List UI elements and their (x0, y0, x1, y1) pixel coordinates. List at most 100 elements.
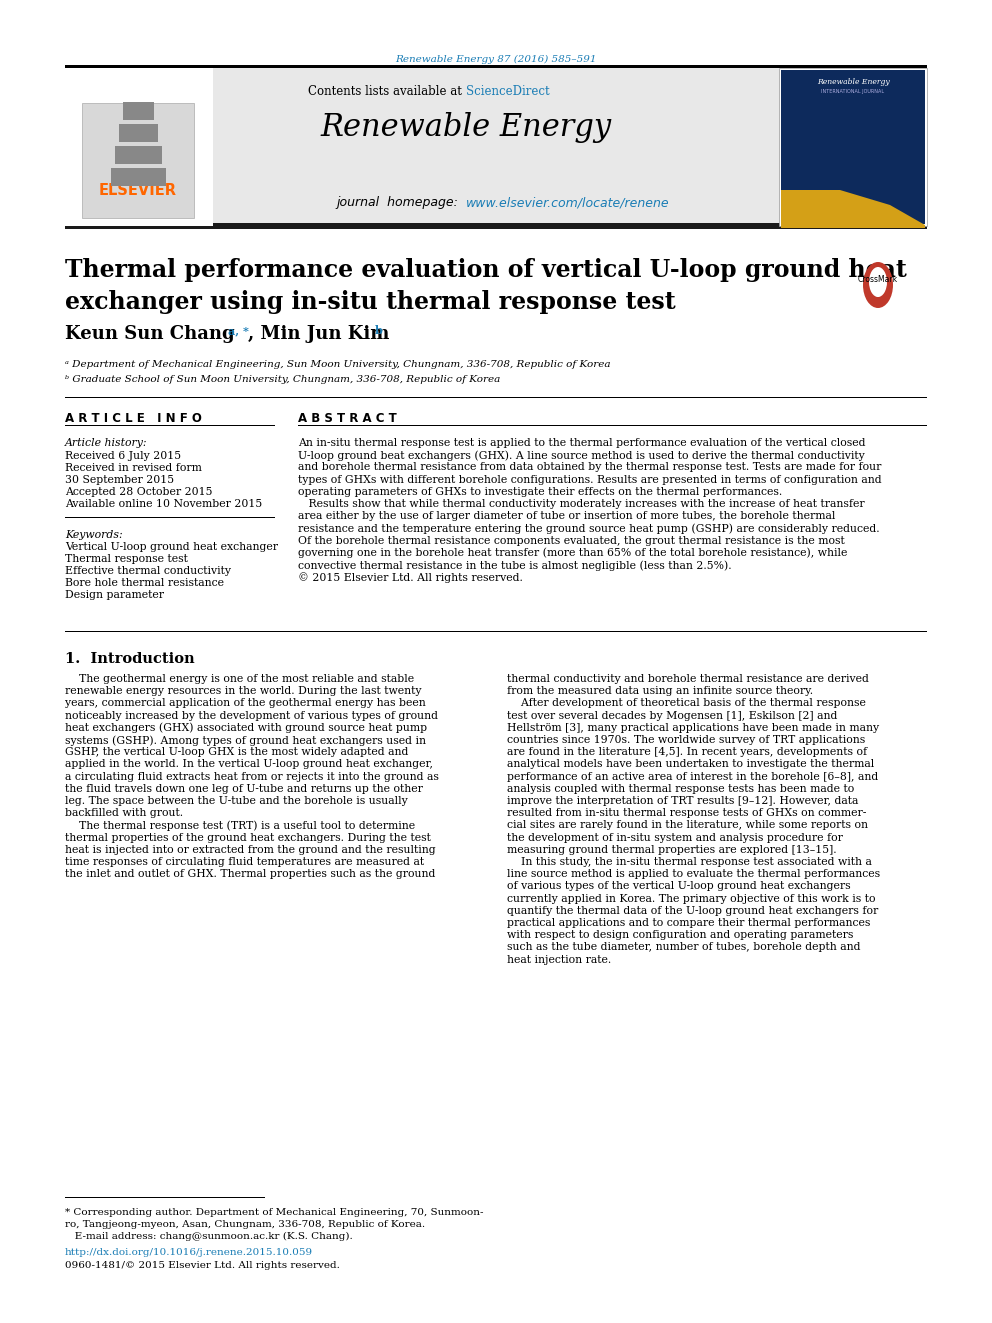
Text: leg. The space between the U-tube and the borehole is usually: leg. The space between the U-tube and th… (65, 796, 408, 806)
Text: performance of an active area of interest in the borehole [6–8], and: performance of an active area of interes… (507, 771, 878, 782)
Text: heat injection rate.: heat injection rate. (507, 955, 611, 964)
Text: , Min Jun Kim: , Min Jun Kim (248, 325, 390, 343)
Text: ᵃ Department of Mechanical Engineering, Sun Moon University, Chungnam, 336-708, : ᵃ Department of Mechanical Engineering, … (65, 360, 610, 369)
Text: measuring ground thermal properties are explored [13–15].: measuring ground thermal properties are … (507, 845, 836, 855)
Text: The thermal response test (TRT) is a useful tool to determine: The thermal response test (TRT) is a use… (65, 820, 415, 831)
Text: analysis coupled with thermal response tests has been made to: analysis coupled with thermal response t… (507, 783, 854, 794)
Text: the inlet and outlet of GHX. Thermal properties such as the ground: the inlet and outlet of GHX. Thermal pro… (65, 869, 435, 880)
Text: are found in the literature [4,5]. In recent years, developments of: are found in the literature [4,5]. In re… (507, 747, 867, 757)
Text: ᵇ Graduate School of Sun Moon University, Chungnam, 336-708, Republic of Korea: ᵇ Graduate School of Sun Moon University… (65, 374, 500, 384)
Text: Design parameter: Design parameter (65, 590, 164, 601)
Text: countries since 1970s. The worldwide survey of TRT applications: countries since 1970s. The worldwide sur… (507, 736, 865, 745)
Text: CrossMark: CrossMark (858, 275, 898, 284)
Bar (781, 70, 925, 224)
Text: a, *: a, * (228, 325, 249, 336)
Text: years, commercial application of the geothermal energy has been: years, commercial application of the geo… (65, 699, 426, 708)
Text: ELSEVIER: ELSEVIER (99, 183, 177, 198)
Text: An in-situ thermal response test is applied to the thermal performance evaluatio: An in-situ thermal response test is appl… (298, 438, 865, 448)
Text: heat exchangers (GHX) associated with ground source heat pump: heat exchangers (GHX) associated with gr… (65, 722, 428, 733)
Text: applied in the world. In the vertical U-loop ground heat exchanger,: applied in the world. In the vertical U-… (65, 759, 433, 770)
Text: backfilled with grout.: backfilled with grout. (65, 808, 184, 818)
Text: convective thermal resistance in the tube is almost negligible (less than 2.5%).: convective thermal resistance in the tub… (298, 560, 732, 570)
Bar (115, 146, 162, 164)
Bar (65, 65, 927, 67)
Text: Received in revised form: Received in revised form (65, 463, 202, 474)
Bar (779, 67, 927, 226)
Text: noticeably increased by the development of various types of ground: noticeably increased by the development … (65, 710, 438, 721)
Bar (65, 631, 927, 632)
Text: Keun Sun Chang: Keun Sun Chang (65, 325, 235, 343)
Text: After development of theoretical basis of the thermal response: After development of theoretical basis o… (507, 699, 866, 708)
Text: thermal conductivity and borehole thermal resistance are derived: thermal conductivity and borehole therma… (507, 673, 869, 684)
Text: Contents lists available at: Contents lists available at (309, 85, 466, 98)
Text: Effective thermal conductivity: Effective thermal conductivity (65, 566, 231, 576)
Text: Vertical U-loop ground heat exchanger: Vertical U-loop ground heat exchanger (65, 542, 278, 552)
Text: practical applications and to compare their thermal performances: practical applications and to compare th… (507, 918, 870, 927)
Text: Article history:: Article history: (65, 438, 148, 448)
Text: test over several decades by Mogensen [1], Eskilson [2] and: test over several decades by Mogensen [1… (507, 710, 837, 721)
Text: with respect to design configuration and operating parameters: with respect to design configuration and… (507, 930, 853, 941)
Text: A B S T R A C T: A B S T R A C T (298, 411, 397, 425)
Text: www.elsevier.com/locate/renene: www.elsevier.com/locate/renene (466, 196, 670, 209)
Text: systems (GSHP). Among types of ground heat exchangers used in: systems (GSHP). Among types of ground he… (65, 736, 426, 746)
Text: from the measured data using an infinite source theory.: from the measured data using an infinite… (507, 687, 813, 696)
Text: quantify the thermal data of the U-loop ground heat exchangers for: quantify the thermal data of the U-loop … (507, 906, 878, 916)
Text: U-loop ground beat exchangers (GHX). A line source method is used to derive the : U-loop ground beat exchangers (GHX). A l… (298, 450, 865, 460)
Text: such as the tube diameter, number of tubes, borehole depth and: such as the tube diameter, number of tub… (507, 942, 860, 953)
Text: thermal properties of the ground heat exchangers. During the test: thermal properties of the ground heat ex… (65, 832, 431, 843)
Text: 30 September 2015: 30 September 2015 (65, 475, 175, 486)
Text: resistance and the temperature entering the ground source heat pump (GSHP) are c: resistance and the temperature entering … (298, 524, 880, 534)
Text: of various types of the vertical U-loop ground heat exchangers: of various types of the vertical U-loop … (507, 881, 850, 892)
Bar (82, 103, 194, 218)
Text: b: b (375, 325, 383, 336)
Text: E-mail address: chang@sunmoon.ac.kr (K.S. Chang).: E-mail address: chang@sunmoon.ac.kr (K.S… (65, 1232, 353, 1241)
Bar (65, 67, 213, 226)
Bar (111, 168, 166, 187)
Text: heat is injected into or extracted from the ground and the resulting: heat is injected into or extracted from … (65, 845, 435, 855)
Text: Thermal response test: Thermal response test (65, 554, 187, 564)
Text: GSHP, the vertical U-loop GHX is the most widely adapted and: GSHP, the vertical U-loop GHX is the mos… (65, 747, 409, 757)
Text: time responses of circulating fluid temperatures are measured at: time responses of circulating fluid temp… (65, 857, 425, 867)
Text: Renewable Energy: Renewable Energy (816, 78, 889, 86)
Bar (119, 124, 158, 142)
Text: ro, Tangjeong-myeon, Asan, Chungnam, 336-708, Republic of Korea.: ro, Tangjeong-myeon, Asan, Chungnam, 336… (65, 1220, 426, 1229)
Ellipse shape (876, 292, 880, 296)
Text: the fluid travels down one leg of U-tube and returns up the other: the fluid travels down one leg of U-tube… (65, 783, 423, 794)
Text: a circulating fluid extracts heat from or rejects it into the ground as: a circulating fluid extracts heat from o… (65, 771, 438, 782)
Text: renewable energy resources in the world. During the last twenty: renewable energy resources in the world.… (65, 687, 422, 696)
Text: Accepted 28 October 2015: Accepted 28 October 2015 (65, 487, 212, 497)
Bar (65, 224, 927, 229)
Ellipse shape (869, 267, 887, 296)
Text: governing one in the borehole heat transfer (more than 65% of the total borehole: governing one in the borehole heat trans… (298, 548, 847, 558)
Text: 0960-1481/© 2015 Elsevier Ltd. All rights reserved.: 0960-1481/© 2015 Elsevier Ltd. All right… (65, 1261, 340, 1270)
Text: analytical models have been undertaken to investigate the thermal: analytical models have been undertaken t… (507, 759, 874, 770)
Text: cial sites are rarely found in the literature, while some reports on: cial sites are rarely found in the liter… (507, 820, 868, 831)
Bar (132, 106, 144, 118)
Text: Of the borehole thermal resistance components evaluated, the grout thermal resis: Of the borehole thermal resistance compo… (298, 536, 845, 545)
Text: currently applied in Korea. The primary objective of this work is to: currently applied in Korea. The primary … (507, 893, 876, 904)
Text: Received 6 July 2015: Received 6 July 2015 (65, 451, 182, 460)
Text: improve the interpretation of TRT results [9–12]. However, data: improve the interpretation of TRT result… (507, 796, 858, 806)
Text: journal  homepage:: journal homepage: (336, 196, 466, 209)
Text: Hellström [3], many practical applications have been made in many: Hellström [3], many practical applicatio… (507, 722, 879, 733)
Text: resulted from in-situ thermal response tests of GHXs on commer-: resulted from in-situ thermal response t… (507, 808, 866, 818)
Text: INTERNATIONAL JOURNAL: INTERNATIONAL JOURNAL (821, 89, 885, 94)
Text: Available online 10 November 2015: Available online 10 November 2015 (65, 499, 262, 509)
Text: ScienceDirect: ScienceDirect (466, 85, 550, 98)
Text: 1.  Introduction: 1. Introduction (65, 652, 194, 665)
Text: Renewable Energy: Renewable Energy (320, 112, 611, 143)
Text: Renewable Energy 87 (2016) 585–591: Renewable Energy 87 (2016) 585–591 (395, 56, 597, 64)
Text: * Corresponding author. Department of Mechanical Engineering, 70, Sunmoon-: * Corresponding author. Department of Me… (65, 1208, 483, 1217)
Text: line source method is applied to evaluate the thermal performances: line source method is applied to evaluat… (507, 869, 880, 880)
Bar (65, 67, 927, 226)
Text: The geothermal energy is one of the most reliable and stable: The geothermal energy is one of the most… (65, 673, 414, 684)
Text: A R T I C L E   I N F O: A R T I C L E I N F O (65, 411, 202, 425)
Text: Thermal performance evaluation of vertical U-loop ground heat
exchanger using in: Thermal performance evaluation of vertic… (65, 258, 907, 314)
Text: http://dx.doi.org/10.1016/j.renene.2015.10.059: http://dx.doi.org/10.1016/j.renene.2015.… (65, 1248, 313, 1257)
Text: operating parameters of GHXs to investigate their effects on the thermal perform: operating parameters of GHXs to investig… (298, 487, 783, 497)
Text: Keywords:: Keywords: (65, 531, 123, 540)
Text: types of GHXs with different borehole configurations. Results are presented in t: types of GHXs with different borehole co… (298, 475, 882, 484)
Text: and borehole thermal resistance from data obtained by the thermal response test.: and borehole thermal resistance from dat… (298, 463, 881, 472)
Text: Bore hole thermal resistance: Bore hole thermal resistance (65, 578, 224, 587)
Text: the development of in-situ system and analysis procedure for: the development of in-situ system and an… (507, 832, 843, 843)
